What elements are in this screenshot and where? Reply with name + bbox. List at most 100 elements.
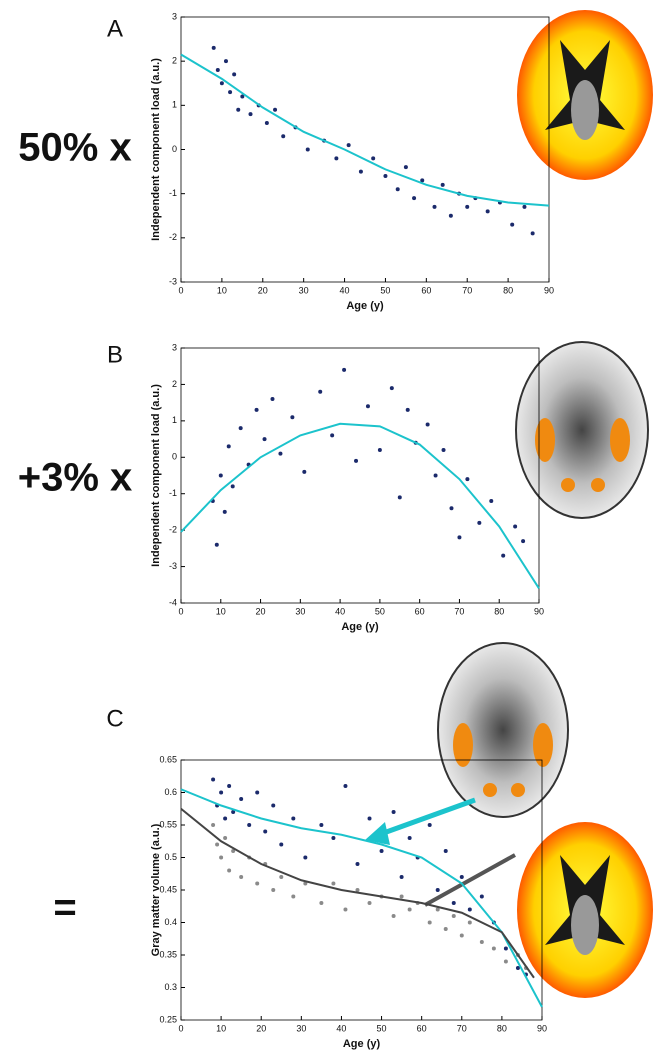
x-tick-label: 70 [457,1023,467,1033]
data-point [212,46,216,50]
data-point [220,81,224,85]
y-tick-label: 0.3 [164,982,177,992]
x-tick-label: 30 [295,606,305,616]
data-point [255,882,259,886]
data-point [263,437,267,441]
data-point [444,927,448,931]
x-tick-label: 0 [178,606,183,616]
data-point [426,423,430,427]
x-tick-label: 80 [497,1023,507,1033]
data-point [279,843,283,847]
data-point [331,882,335,886]
data-point [219,856,223,860]
data-point [236,108,240,112]
x-tick-label: 40 [335,606,345,616]
panel-label: C [106,705,123,732]
x-tick-label: 90 [544,285,554,295]
data-point [368,901,372,905]
data-point [342,368,346,372]
arrow [378,800,475,835]
pointer-line [425,855,515,905]
data-point [452,901,456,905]
data-point [263,830,267,834]
y-tick-label: 1 [172,100,177,110]
data-point [303,856,307,860]
data-point [434,474,438,478]
y-tick-label: 3 [172,11,177,21]
y-tick-label: -2 [169,525,177,535]
y-tick-label: 3 [172,342,177,352]
data-point [228,90,232,94]
data-point [211,823,215,827]
data-point [231,484,235,488]
y-tick-label: -3 [169,561,177,571]
data-point [366,404,370,408]
x-tick-label: 0 [178,1023,183,1033]
data-point [396,187,400,191]
data-point [480,940,484,944]
data-point [501,554,505,558]
data-point [465,205,469,209]
data-point [368,817,372,821]
y-tick-label: -3 [169,276,177,286]
x-tick-label: 10 [216,606,226,616]
y-axis-label: Independent component load (a.u.) [150,58,162,241]
data-point [249,112,253,116]
data-point [215,543,219,547]
y-tick-label: -1 [169,488,177,498]
data-point [270,397,274,401]
x-tick-label: 20 [256,606,266,616]
y-tick-label: 1 [172,415,177,425]
y-tick-label: 2 [172,56,177,66]
data-point [452,914,456,918]
data-point [273,108,277,112]
x-tick-label: 20 [258,285,268,295]
data-point [412,196,416,200]
x-tick-label: 50 [377,1023,387,1033]
data-point [468,908,472,912]
data-point [331,836,335,840]
data-point [347,143,351,147]
data-point [449,214,453,218]
data-point [392,810,396,814]
y-tick-label: 0.25 [159,1014,177,1024]
data-point [489,499,493,503]
x-tick-label: 70 [454,606,464,616]
data-point [522,205,526,209]
y-tick-label: 0 [172,144,177,154]
data-point [330,433,334,437]
data-point [211,778,215,782]
data-point [255,408,259,412]
fit-line [181,424,539,589]
data-point [390,386,394,390]
y-tick-label: 0.4 [164,917,177,927]
data-point [239,426,243,430]
data-point [278,452,282,456]
y-tick-label: 0 [172,452,177,462]
data-point [319,901,323,905]
data-point [428,921,432,925]
data-point [504,947,508,951]
data-point [281,134,285,138]
fit-line [181,789,542,1007]
fit-line [181,809,534,978]
data-point [383,174,387,178]
data-point [302,470,306,474]
data-point [398,495,402,499]
data-point [406,408,410,412]
data-point [433,205,437,209]
data-point [460,875,464,879]
data-point [392,914,396,918]
x-tick-label: 70 [462,285,472,295]
data-point [227,869,231,873]
data-point [306,148,310,152]
data-point [468,921,472,925]
data-point [400,875,404,879]
y-tick-label: 0.5 [164,852,177,862]
data-point [504,960,508,964]
x-tick-label: 80 [503,285,513,295]
data-point [215,843,219,847]
brain-image-b [516,342,648,518]
x-tick-label: 50 [380,285,390,295]
factor-label: +3% x [18,456,133,500]
